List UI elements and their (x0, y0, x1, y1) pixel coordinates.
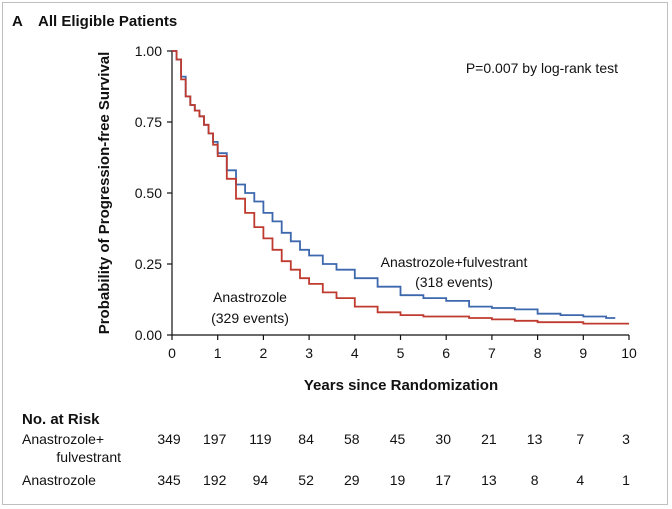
series-line-anastrozole (172, 50, 629, 325)
risk-value: 52 (298, 472, 314, 488)
series-label: Anastrozole (213, 289, 287, 305)
x-tick-label: 1 (214, 345, 222, 361)
risk-value: 3 (622, 431, 630, 447)
y-tick-label: 0.50 (135, 185, 162, 201)
y-tick-label: 0.00 (135, 327, 162, 343)
y-tick-label: 1.00 (135, 43, 162, 59)
series-labels: Anastrozole+fulvestrant (318 events) Anast… (211, 254, 527, 326)
risk-value: 19 (390, 472, 406, 488)
x-tick-label: 3 (305, 345, 313, 361)
panel-label: A (12, 13, 23, 30)
x-tick-label: 7 (488, 345, 496, 361)
risk-value: 1 (622, 472, 630, 488)
y-tick-label: 0.75 (135, 114, 162, 130)
x-tick-label: 0 (168, 345, 176, 361)
series-label: Anastrozole+fulvestrant (381, 254, 528, 270)
series-group (172, 50, 629, 325)
risk-value: 192 (203, 472, 227, 488)
pvalue-annotation: P=0.007 by log-rank test (466, 60, 618, 76)
risk-row-label: Anastrozole+ (22, 431, 104, 447)
series-label: (318 events) (415, 274, 493, 290)
risk-value: 21 (481, 431, 497, 447)
x-tick-label: 4 (351, 345, 359, 361)
risk-value: 30 (435, 431, 451, 447)
risk-value: 8 (531, 472, 539, 488)
risk-value: 119 (249, 431, 272, 447)
risk-row-label: fulvestrant (56, 449, 121, 465)
risk-value: 197 (203, 431, 227, 447)
series-label: (329 events) (211, 310, 289, 326)
axes: 0 1 2 3 4 5 6 7 8 9 10 0.00 0.25 0.50 0.75 1.00 (135, 43, 637, 361)
risk-value: 58 (344, 431, 360, 447)
risk-value: 84 (298, 431, 314, 447)
y-axis-label: Probability of Progression-free Survival (96, 52, 113, 335)
x-axis-label: Years since Randomization (304, 377, 498, 394)
y-tick-label: 0.25 (135, 256, 162, 272)
risk-value: 94 (253, 472, 269, 488)
x-tick-label: 6 (442, 345, 450, 361)
risk-table-title: No. at Risk (22, 411, 100, 428)
risk-value: 345 (157, 472, 181, 488)
risk-value: 13 (481, 472, 497, 488)
x-tick-label: 5 (397, 345, 405, 361)
figure-frame (2, 2, 668, 505)
x-tick-label: 10 (621, 345, 637, 361)
x-tick-label: 2 (260, 345, 268, 361)
risk-row-label: Anastrozole (22, 472, 96, 488)
risk-value: 45 (390, 431, 406, 447)
risk-value: 7 (576, 431, 584, 447)
x-tick-label: 8 (534, 345, 542, 361)
risk-value: 29 (344, 472, 360, 488)
risk-value: 349 (157, 431, 181, 447)
x-tick-label: 9 (579, 345, 587, 361)
risk-value: 17 (435, 472, 451, 488)
risk-value: 13 (527, 431, 543, 447)
risk-value: 4 (576, 472, 584, 488)
series-line-combo (172, 50, 616, 319)
chart-title: All Eligible Patients (38, 13, 177, 30)
